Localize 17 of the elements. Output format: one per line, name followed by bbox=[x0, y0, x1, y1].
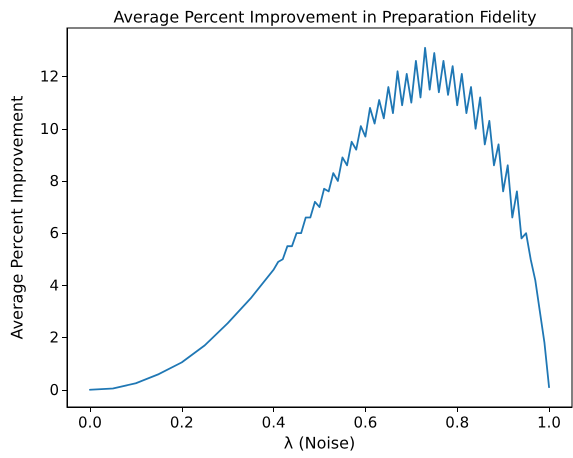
y-tick-label: 10 bbox=[40, 120, 59, 138]
x-tick-label: 0.4 bbox=[262, 414, 286, 432]
chart-title: Average Percent Improvement in Preparation Fidelity bbox=[113, 8, 537, 26]
y-tick-label: 4 bbox=[49, 276, 59, 294]
x-tick-label: 0.6 bbox=[353, 414, 378, 432]
y-tick-label: 8 bbox=[49, 172, 59, 190]
y-tick-label: 6 bbox=[49, 224, 59, 242]
y-tick-label: 2 bbox=[49, 328, 59, 347]
y-axis-title: Average Percent Improvement bbox=[8, 96, 26, 340]
y-tick-label: 12 bbox=[40, 68, 59, 86]
x-axis-title: λ (Noise) bbox=[284, 433, 356, 452]
x-tick-label: 0.8 bbox=[445, 414, 470, 432]
y-tick-label: 0 bbox=[49, 380, 59, 399]
x-tick-label: 1.0 bbox=[537, 414, 561, 432]
x-tick-label: 0.0 bbox=[78, 414, 102, 432]
line-series bbox=[89, 46, 550, 391]
x-tick-label: 0.2 bbox=[170, 414, 194, 432]
